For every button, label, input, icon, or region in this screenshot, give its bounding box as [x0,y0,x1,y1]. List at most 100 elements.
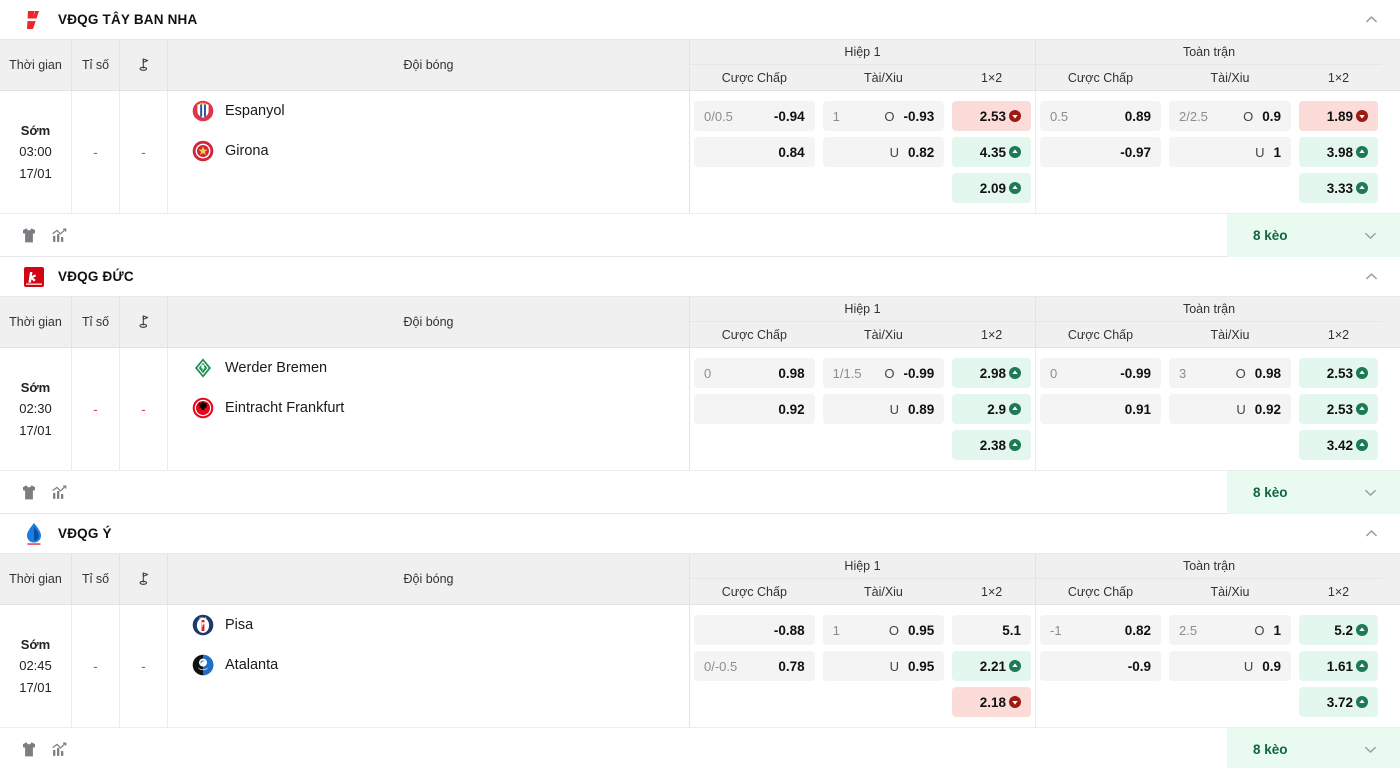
one-x-two-price: 3.98 [1326,144,1353,160]
collapse-toggle[interactable] [1356,5,1386,35]
handicap-odd[interactable]: 0 -0.99 [1040,358,1161,388]
more-odds-button[interactable]: 8 kèo [1227,727,1400,768]
one-x-two-odd[interactable]: 2.21 [952,651,1031,681]
header-corner [120,554,168,604]
handicap-odd[interactable]: 0.92 [694,394,815,424]
one-x-two-odd[interactable]: 5.2 [1299,615,1378,645]
one-x-two-odd[interactable]: 2.53 [952,101,1031,131]
more-odds-button[interactable]: 8 kèo [1227,470,1400,514]
handicap-odd[interactable]: -0.97 [1040,137,1161,167]
match-status: Sớm [20,379,51,395]
jersey-button[interactable] [14,734,44,764]
arrow-up-white [1011,148,1019,156]
header-handicap: Cược Chấp [1067,70,1134,85]
trend-up-icon [1356,439,1368,451]
period-label: Hiệp 1 [690,40,1035,65]
team-badge [192,397,214,419]
over-under-odd[interactable]: 2.5 O 1 [1169,615,1291,645]
handicap-odd[interactable]: 0.84 [694,137,815,167]
over-under-odd[interactable]: 1 O 0.95 [822,615,945,645]
trend-up-icon [1009,439,1021,451]
over-under-odd[interactable]: 3 O 0.98 [1169,358,1291,388]
one-x-two-price: 2.38 [979,437,1006,453]
handicap-odd[interactable]: 0.91 [1040,394,1161,424]
over-under-odd[interactable]: U 0.82 [822,137,945,167]
one-x-two-column: 2.98 2.9 2.38 [948,358,1035,460]
one-x-two-odd[interactable]: 2.53 [1299,358,1378,388]
ou-price: -0.93 [903,108,935,124]
ou-line: 2/2.5 [1179,108,1208,124]
ou-price: 0.9 [1262,658,1281,674]
chevron-down-icon [1363,485,1378,500]
handicap-odd[interactable]: -1 0.82 [1040,615,1161,645]
handicap-odd[interactable]: 0 0.98 [694,358,815,388]
match-kickoff-time: 02:45 [19,658,52,674]
one-x-two-odd[interactable]: 3.33 [1299,173,1378,203]
header-over-under: Tài/Xiu [1210,327,1250,342]
more-odds-button[interactable]: 8 kèo [1227,213,1400,257]
trend-down-icon [1009,696,1021,708]
one-x-two-odd[interactable]: 3.98 [1299,137,1378,167]
one-x-two-odd[interactable]: 2.09 [952,173,1031,203]
one-x-two-odd[interactable]: 2.9 [952,394,1031,424]
over-under-odd[interactable]: U 0.95 [822,651,945,681]
handicap-column: -1 0.82 -0.9 [1036,615,1165,717]
trend-up-icon [1356,182,1368,194]
team-name: Eintracht Frankfurt [225,400,345,416]
over-under-odd[interactable]: U 0.9 [1169,651,1291,681]
over-under-odd[interactable]: 2/2.5 O 0.9 [1169,101,1291,131]
trend-down-icon [1009,110,1021,122]
over-under-column: 1/1.5 O -0.99 U 0.89 [819,358,949,460]
one-x-two-odd[interactable]: 3.42 [1299,430,1378,460]
away-team[interactable]: Girona [192,131,269,171]
over-under-odd[interactable]: U 0.92 [1169,394,1291,424]
team-badge [192,140,214,162]
handicap-price: 0.98 [778,365,805,381]
collapse-toggle[interactable] [1356,519,1386,549]
league-name: VĐQG TÂY BAN NHA [58,12,198,27]
away-team[interactable]: Atalanta [192,645,278,685]
one-x-two-odd[interactable]: 2.38 [952,430,1031,460]
over-under-odd[interactable]: U 0.89 [822,394,945,424]
over-under-odd[interactable]: 1/1.5 O -0.99 [822,358,945,388]
over-under-odd[interactable]: 1 O -0.93 [822,101,945,131]
one-x-two-odd[interactable]: 4.35 [952,137,1031,167]
handicap-odd[interactable]: -0.88 [694,615,815,645]
one-x-two-odd[interactable]: 5.1 [952,615,1031,645]
home-team[interactable]: Espanyol [192,91,285,131]
header-score: Tỉ số [72,40,120,90]
handicap-odd[interactable]: 0/-0.5 0.78 [694,651,815,681]
handicap-odd[interactable]: -0.9 [1040,651,1161,681]
one-x-two-odd[interactable]: 3.72 [1299,687,1378,717]
jersey-button[interactable] [14,477,44,507]
jersey-button[interactable] [14,220,44,250]
stats-button[interactable] [44,220,74,250]
one-x-two-odd[interactable]: 1.61 [1299,651,1378,681]
one-x-two-odd[interactable]: 2.53 [1299,394,1378,424]
atalanta-badge [192,654,214,676]
stats-button[interactable] [44,477,74,507]
one-x-two-odd[interactable]: 2.98 [952,358,1031,388]
stats-button[interactable] [44,734,74,764]
header-corner [120,40,168,90]
header-handicap: Cược Chấp [1067,327,1134,342]
handicap-odd[interactable]: 0/0.5 -0.94 [694,101,815,131]
away-team[interactable]: Eintracht Frankfurt [192,388,344,428]
handicap-odd[interactable]: 0.5 0.89 [1040,101,1161,131]
collapse-toggle[interactable] [1356,262,1386,292]
ou-line: 1 [832,622,840,638]
corner-flag-icon [136,57,152,73]
home-team[interactable]: PISA Pisa [192,605,253,645]
bundesliga-logo [23,266,45,288]
one-x-two-odd[interactable]: 1.89 [1299,101,1378,131]
team-badge [192,100,214,122]
handicap-line: 0 [704,365,712,381]
match-date: 17/01 [19,679,52,695]
home-team[interactable]: Werder Bremen [192,348,327,388]
team-badge [192,654,214,676]
header-handicap: Cược Chấp [721,584,787,599]
period-block-first_half: Hiệp 1 Cược Chấp Tài/Xiu 1×2 [690,554,1036,604]
match-score: - [72,91,120,213]
one-x-two-odd[interactable]: 2.18 [952,687,1031,717]
